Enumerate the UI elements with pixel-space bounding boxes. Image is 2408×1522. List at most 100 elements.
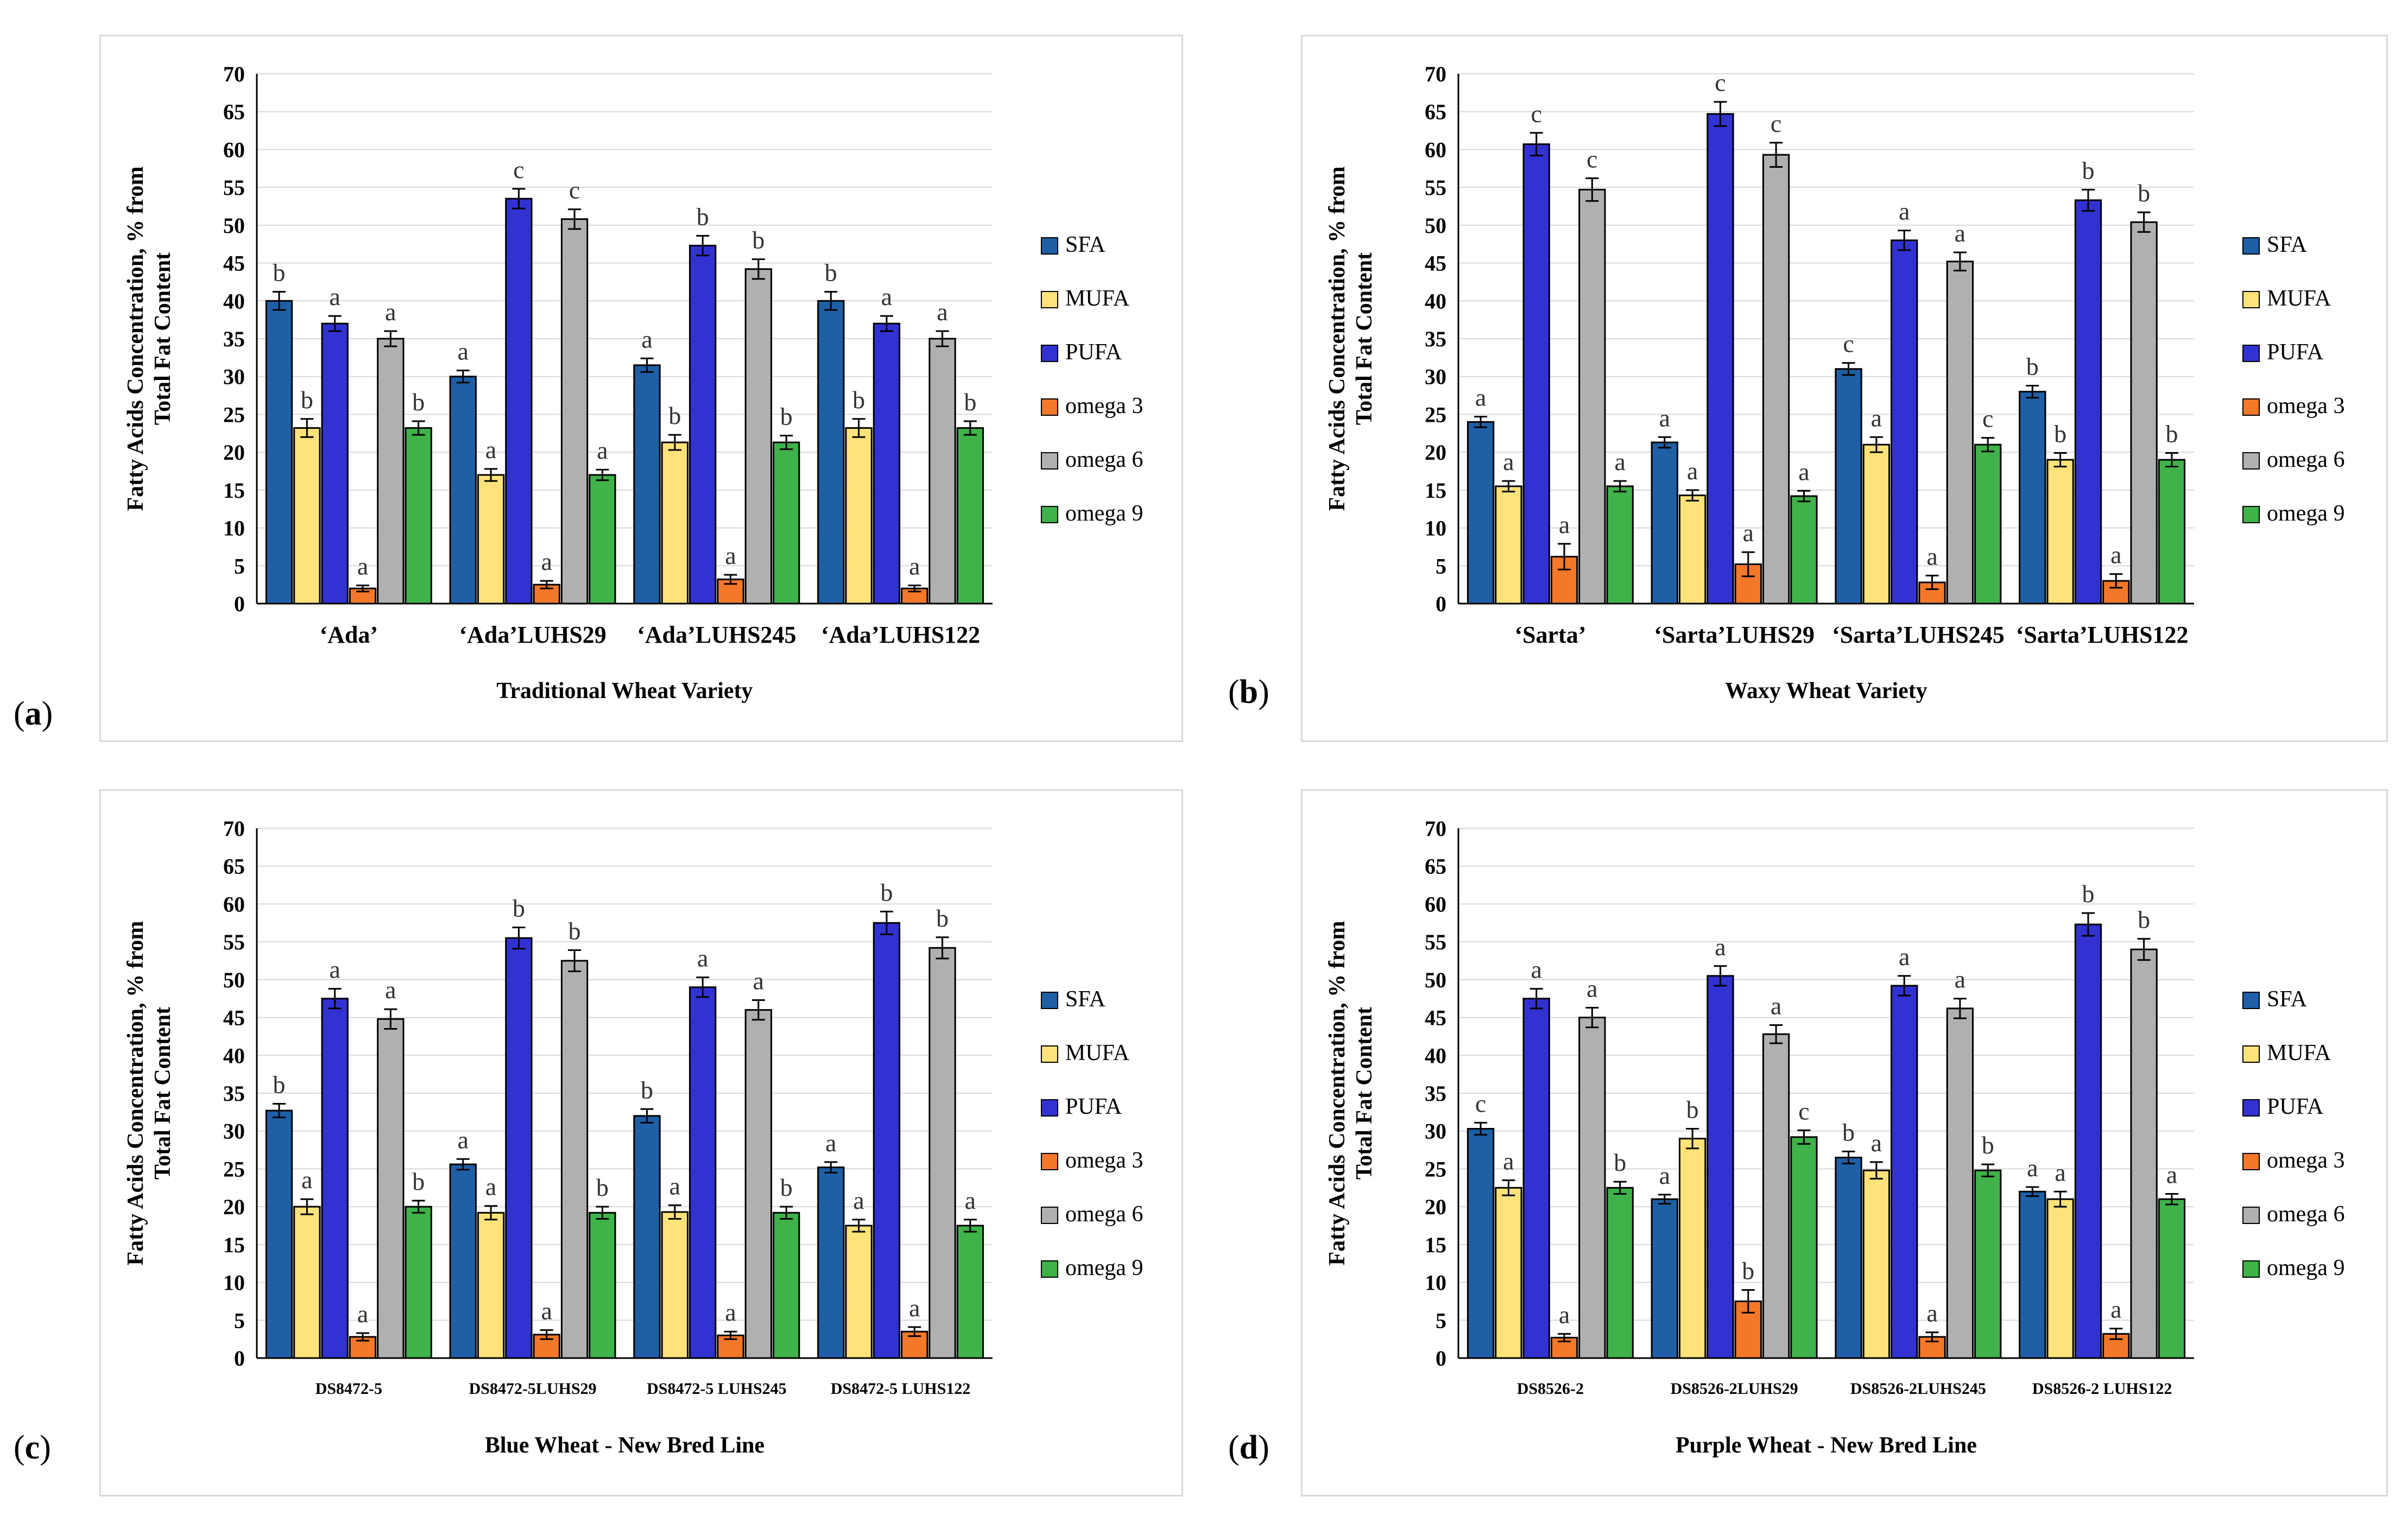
- y-tick-label: 30: [1425, 365, 1446, 389]
- significance-label: a: [725, 542, 736, 569]
- bar: [1762, 154, 1790, 605]
- significance-label: a: [597, 436, 608, 464]
- y-tick-label: 15: [1425, 478, 1446, 503]
- bar: [477, 1212, 505, 1359]
- legend-swatch: [2242, 398, 2260, 416]
- significance-label: a: [1659, 1162, 1670, 1189]
- legend-label: omega 9: [1065, 501, 1143, 526]
- y-tick-label: 50: [1425, 213, 1446, 238]
- legend-swatch: [2242, 506, 2260, 523]
- bar: [956, 427, 984, 605]
- y-tick-label: 70: [223, 816, 245, 841]
- x-axis-title: Purple Wheat - New Bred Line: [1676, 1433, 1977, 1458]
- significance-label: b: [668, 402, 681, 429]
- y-tick-label: 60: [223, 892, 245, 916]
- chart-c: 0510152025303540455055606570baaaabDS8472…: [123, 816, 1143, 1458]
- category-label: DS8526-2: [1517, 1380, 1584, 1398]
- bar: [377, 1018, 405, 1359]
- significance-label: a: [330, 956, 340, 984]
- y-tick-label: 55: [1425, 930, 1446, 954]
- significance-label: a: [725, 1298, 736, 1326]
- y-tick-label: 35: [223, 327, 245, 351]
- category-label: ‘Ada’LUHS29: [459, 622, 606, 648]
- significance-label: b: [273, 259, 286, 287]
- y-tick-label: 5: [234, 554, 245, 578]
- bar: [321, 322, 349, 605]
- legend-label: omega 3: [1065, 1148, 1143, 1173]
- significance-label: b: [752, 226, 764, 254]
- y-tick-label: 40: [223, 1043, 245, 1068]
- bar: [321, 998, 349, 1359]
- y-tick-label: 25: [223, 402, 245, 427]
- significance-label: a: [485, 436, 496, 464]
- y-tick-label: 55: [1425, 175, 1446, 200]
- panel-a-letter: (a): [14, 695, 53, 732]
- significance-label: a: [385, 976, 396, 1004]
- bar: [817, 1166, 845, 1359]
- bar: [873, 322, 901, 605]
- significance-label: c: [1798, 1097, 1809, 1125]
- bar: [405, 1206, 432, 1359]
- y-axis-title-line: Total Fat Content: [150, 1007, 175, 1179]
- y-tick-label: 35: [223, 1081, 245, 1106]
- bar: [2074, 923, 2102, 1359]
- bar: [1790, 1136, 1818, 1359]
- significance-label: c: [569, 176, 580, 204]
- bar: [928, 338, 956, 605]
- y-tick-label: 30: [223, 1119, 245, 1144]
- y-tick-label: 30: [1425, 1119, 1446, 1144]
- significance-label: a: [1926, 1299, 1937, 1327]
- significance-label: a: [669, 1172, 680, 1200]
- significance-label: a: [2027, 1154, 2038, 1182]
- bar: [505, 937, 533, 1359]
- bar: [1467, 1128, 1495, 1359]
- significance-label: a: [458, 1126, 469, 1153]
- significance-label: c: [1715, 69, 1726, 97]
- significance-label: b: [2082, 156, 2094, 184]
- legend-swatch: [1041, 345, 1058, 362]
- legend-label: omega 9: [2267, 1255, 2344, 1280]
- bar: [1522, 143, 1550, 605]
- y-tick-label: 65: [223, 854, 245, 879]
- significance-label: a: [2110, 1296, 2121, 1323]
- y-tick-label: 10: [223, 516, 245, 541]
- legend-swatch: [1041, 398, 1058, 416]
- y-axis-title: Fatty Acids Concentration, % fromTotal F…: [123, 921, 175, 1265]
- panel-c-letter: (c): [14, 1429, 51, 1466]
- panel-d-letter: (d): [1228, 1429, 1269, 1466]
- legend-label: omega 3: [1065, 394, 1143, 418]
- significance-label: a: [1559, 511, 1570, 538]
- significance-label: a: [697, 944, 708, 972]
- significance-label: b: [596, 1174, 609, 1201]
- significance-label: a: [1687, 457, 1698, 485]
- bar: [1891, 985, 1918, 1359]
- bar: [744, 1009, 773, 1359]
- significance-label: c: [1982, 405, 1993, 433]
- significance-label: a: [881, 283, 892, 310]
- legend-label: PUFA: [2267, 1094, 2324, 1119]
- significance-label: a: [1475, 384, 1486, 411]
- legend-label: omega 3: [2267, 1148, 2344, 1173]
- legend-swatch: [2242, 452, 2260, 470]
- significance-label: b: [412, 388, 425, 416]
- y-axis-title-line: Total Fat Content: [150, 252, 175, 425]
- bar: [633, 364, 661, 605]
- significance-label: b: [780, 1174, 793, 1201]
- legend-label: MUFA: [1065, 286, 1130, 311]
- bar: [293, 1206, 321, 1359]
- legend-swatch: [2242, 1045, 2260, 1063]
- y-tick-label: 0: [1436, 1346, 1446, 1371]
- significance-label: a: [1743, 519, 1754, 547]
- bar: [633, 1115, 661, 1359]
- y-tick-label: 20: [223, 1195, 245, 1219]
- significance-label: a: [330, 283, 340, 310]
- bar: [2019, 391, 2046, 605]
- bar: [505, 198, 533, 605]
- y-tick-label: 45: [223, 1006, 245, 1030]
- bar: [377, 338, 405, 605]
- significance-label: a: [301, 1166, 312, 1194]
- legend-swatch: [1041, 452, 1058, 470]
- category-label: DS8472-5LUHS29: [469, 1380, 597, 1398]
- bar: [589, 1212, 616, 1359]
- legend-label: omega 6: [1065, 447, 1143, 472]
